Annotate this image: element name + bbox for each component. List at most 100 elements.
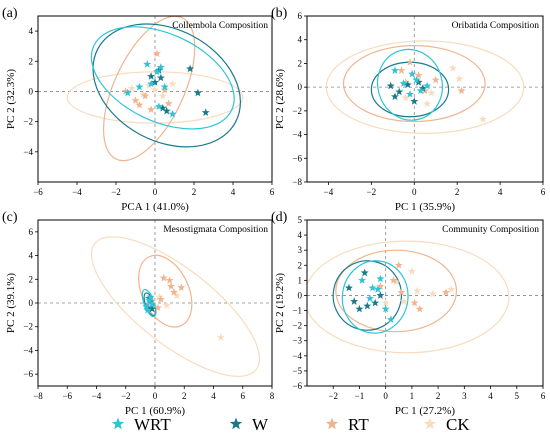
data-point-ck: [423, 99, 432, 108]
x-tick-label: 2: [455, 187, 460, 197]
x-tick-label: −6: [33, 187, 43, 197]
x-tick-label: 4: [211, 391, 216, 401]
data-point-rt: [160, 85, 169, 94]
data-point-ck: [407, 267, 416, 275]
data-point-wrt: [143, 60, 152, 68]
confidence-ellipse-ck: [307, 240, 510, 354]
y-tick-label: 6: [29, 227, 34, 237]
plot-area: [38, 220, 272, 386]
x-tick-label: −4: [92, 391, 102, 401]
legend-label: RT: [348, 415, 369, 434]
legend-item-w: W: [229, 415, 269, 434]
data-point-w: [193, 88, 202, 97]
x-tick-label: 6: [541, 391, 546, 401]
confidence-ellipse-ck: [90, 236, 261, 377]
data-point-w: [147, 72, 156, 80]
panel-c: −8 −6 −4 −2 0 2 4 6 8 −6 −4 −2 0 2 4 6 PC 1 (60.9%) PC 2 …: [2, 210, 275, 417]
y-tick-label: −4: [23, 147, 33, 157]
x-tick-label: 6: [541, 187, 546, 197]
data-point-wrt: [168, 109, 177, 118]
data-point-ck: [401, 93, 410, 102]
data-point-wrt: [145, 296, 154, 305]
data-point-rt: [389, 276, 398, 284]
data-point-wrt: [147, 79, 156, 88]
data-point-rt: [414, 71, 423, 79]
x-axis-label: PC 1 (27.2%): [395, 405, 456, 417]
data-point-rt: [457, 86, 466, 95]
x-tick-label: 6: [241, 391, 246, 401]
x-tick-label: −1: [355, 391, 365, 401]
data-point-wrt: [365, 294, 374, 302]
panel-label: (c): [2, 210, 18, 225]
x-axis-label: PCA 1 (41.0%): [121, 201, 189, 213]
data-point-rt: [121, 87, 130, 95]
x-tick-label: −2: [367, 187, 377, 197]
data-point-ck: [149, 296, 158, 305]
y-tick-label: −1: [292, 306, 302, 316]
y-tick-label: 0: [29, 86, 34, 96]
panel-title: Community Composition: [442, 225, 539, 235]
data-point-rt: [152, 49, 161, 58]
plot-frame: [306, 219, 544, 387]
data-point-rt: [410, 298, 419, 307]
data-point-wrt: [423, 81, 432, 90]
y-tick-label: 0: [298, 82, 303, 92]
plot-frame: [306, 15, 544, 183]
data-point-ck: [145, 81, 154, 89]
y-tick-label: −6: [292, 153, 302, 163]
x-tick-label: 4: [498, 187, 503, 197]
x-tick-label: −8: [33, 391, 43, 401]
x-tick-label: −6: [62, 391, 72, 401]
plot-area: [307, 16, 543, 182]
panel-label: (d): [271, 210, 288, 225]
y-tick-label: −8: [292, 177, 302, 187]
x-tick-label: 4: [488, 391, 493, 401]
data-point-wrt: [390, 66, 399, 74]
x-tick-label: 2: [436, 391, 441, 401]
y-tick-label: −3: [292, 336, 302, 346]
data-point-wrt: [358, 276, 367, 284]
data-point-w: [148, 304, 157, 313]
y-tick-label: −4: [23, 345, 33, 355]
x-tick-label: 4: [231, 187, 236, 197]
data-point-w: [363, 301, 372, 310]
data-point-w: [371, 298, 380, 307]
data-point-ck: [427, 88, 436, 97]
legend-star-icon: [423, 417, 437, 430]
data-point-ck: [455, 74, 464, 83]
panel-b: −4 −2 0 2 4 6 −8 −6 −4 −2 0 2 4 6 PC 1 (35.9%) PC 2 (28…: [271, 6, 546, 213]
data-point-w: [201, 108, 210, 116]
x-tick-label: −2: [121, 391, 131, 401]
y-tick-label: −2: [292, 321, 302, 331]
data-point-ck: [168, 79, 177, 88]
confidence-ellipse-w: [370, 61, 450, 118]
data-point-rt: [177, 283, 186, 291]
confidence-ellipse-rt: [342, 45, 486, 123]
data-point-rt: [159, 273, 168, 282]
confidence-ellipse-w: [92, 23, 241, 148]
data-point-wrt: [152, 67, 161, 76]
data-point-wrt: [386, 315, 395, 323]
x-tick-label: −4: [72, 187, 82, 197]
data-point-rt: [170, 288, 179, 296]
data-point-ck: [162, 301, 171, 309]
y-tick-label: 4: [298, 35, 303, 45]
data-point-rt: [153, 303, 162, 312]
data-point-rt: [394, 261, 403, 269]
y-tick-label: 1: [298, 275, 303, 285]
legend-star-icon: [229, 417, 243, 430]
data-point-ck: [478, 114, 487, 123]
legend-star-icon: [325, 417, 339, 430]
data-point-wrt: [123, 88, 132, 97]
data-point-rt: [167, 282, 176, 290]
x-tick-label: −2: [328, 391, 338, 401]
data-point-ck: [151, 85, 159, 94]
y-tick-label: −2: [23, 117, 33, 127]
y-tick-label: 2: [29, 274, 34, 284]
data-point-wrt: [405, 90, 414, 98]
y-tick-label: 3: [298, 245, 303, 255]
data-point-wrt: [376, 274, 385, 283]
data-point-w: [395, 87, 404, 96]
data-point-ck: [158, 91, 167, 100]
x-tick-label: 5: [515, 391, 520, 401]
